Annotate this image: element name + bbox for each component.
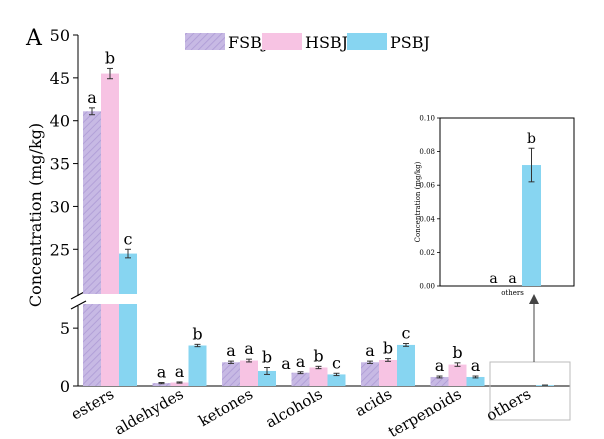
bar [83,304,101,386]
lower-tick-label: 5 [60,319,70,338]
significance-letter: a [435,356,445,375]
x-tick-label: ketones [196,385,256,430]
bar [119,253,137,294]
upper-y-axis: 25 30 35 40 45 50 [50,26,79,296]
legend: FSBJ HSBJ PSBJ [185,33,430,52]
bar [466,376,485,386]
lower-tick-label: 0 [60,377,70,396]
x-tick-label: aldehydes [111,385,186,439]
panel-label: A [25,26,43,51]
legend-swatch [262,33,302,50]
x-tick-label: alcohols [262,385,325,432]
bar [222,362,240,386]
inset-significance-letter: b [527,131,536,147]
inset-tick-label: 0.08 [419,148,435,156]
significance-letter: b [192,324,202,343]
upper-tick-label: 50 [50,26,70,45]
bar [188,345,207,386]
bar [152,383,171,386]
significance-letter: c [124,229,133,248]
bar [101,304,119,386]
upper-tick-label: 45 [50,69,70,88]
inset-tick-label: 0.06 [419,182,435,190]
x-tick-label: others [483,385,534,425]
significance-letter: b [105,48,115,67]
significance-letter: a [226,341,236,360]
significance-letter: a [157,363,167,382]
callout-arrow-head [529,294,539,304]
bar [448,364,467,386]
inset-tick-label: 0.02 [419,249,435,257]
y-axis-label: Concentration (mg/kg) [26,123,45,307]
inset-x-tick-label: others [501,289,524,297]
inset-frame [439,117,575,287]
axis-break-mark [70,300,87,310]
significance-letter: b [262,347,272,366]
significance-letter: a [471,356,481,375]
bar [258,370,276,386]
significance-letter: a [175,362,185,381]
significance-letter: a [87,88,97,107]
legend-label: PSBJ [390,33,430,52]
significance-letter: b [313,346,323,365]
bar [379,359,397,386]
bar [430,376,449,386]
significance-letter: b [383,339,393,358]
legend-label: HSBJ [305,33,348,52]
upper-tick-label: 35 [50,155,70,174]
bar [361,362,379,386]
bar [170,382,189,386]
inset-chart: 0.00 0.02 0.04 0.06 0.08 0.10 a a b others Concent… [414,115,575,297]
x-tick-label: terpenoids [385,385,464,439]
significance-letter: c [402,324,411,343]
inset-significance-letter: a [508,271,516,287]
significance-letter: a [296,352,306,371]
inset-y-axis-label: Concentration (mg/kg) [414,161,422,242]
bar [83,111,101,295]
significance-letter: a [281,354,291,373]
legend-swatch [185,33,225,50]
bar [119,304,137,386]
x-tick-label: esters [68,385,117,424]
bar [397,344,415,386]
inset-tick-label: 0.04 [419,215,435,223]
inset-tick-label: 0.10 [419,115,435,123]
upper-tick-label: 30 [50,197,70,216]
callout-box [489,361,571,421]
significance-letter: a [244,339,254,358]
significance-letter: c [332,353,341,372]
inset-tick-label: 0.00 [419,283,435,291]
bar [101,73,119,294]
x-tick-label: acids [352,385,395,420]
significance-letter: a [365,341,375,360]
inset-significance-letter: a [489,271,497,287]
upper-tick-label: 25 [50,240,70,259]
legend-swatch [347,33,387,50]
upper-tick-label: 40 [50,112,70,131]
significance-letter: b [452,343,462,362]
bar [240,360,258,386]
bar [309,367,328,386]
bar [327,374,346,386]
legend-label: FSBJ [228,33,268,52]
bar [291,372,310,386]
inset-bar [522,165,541,286]
